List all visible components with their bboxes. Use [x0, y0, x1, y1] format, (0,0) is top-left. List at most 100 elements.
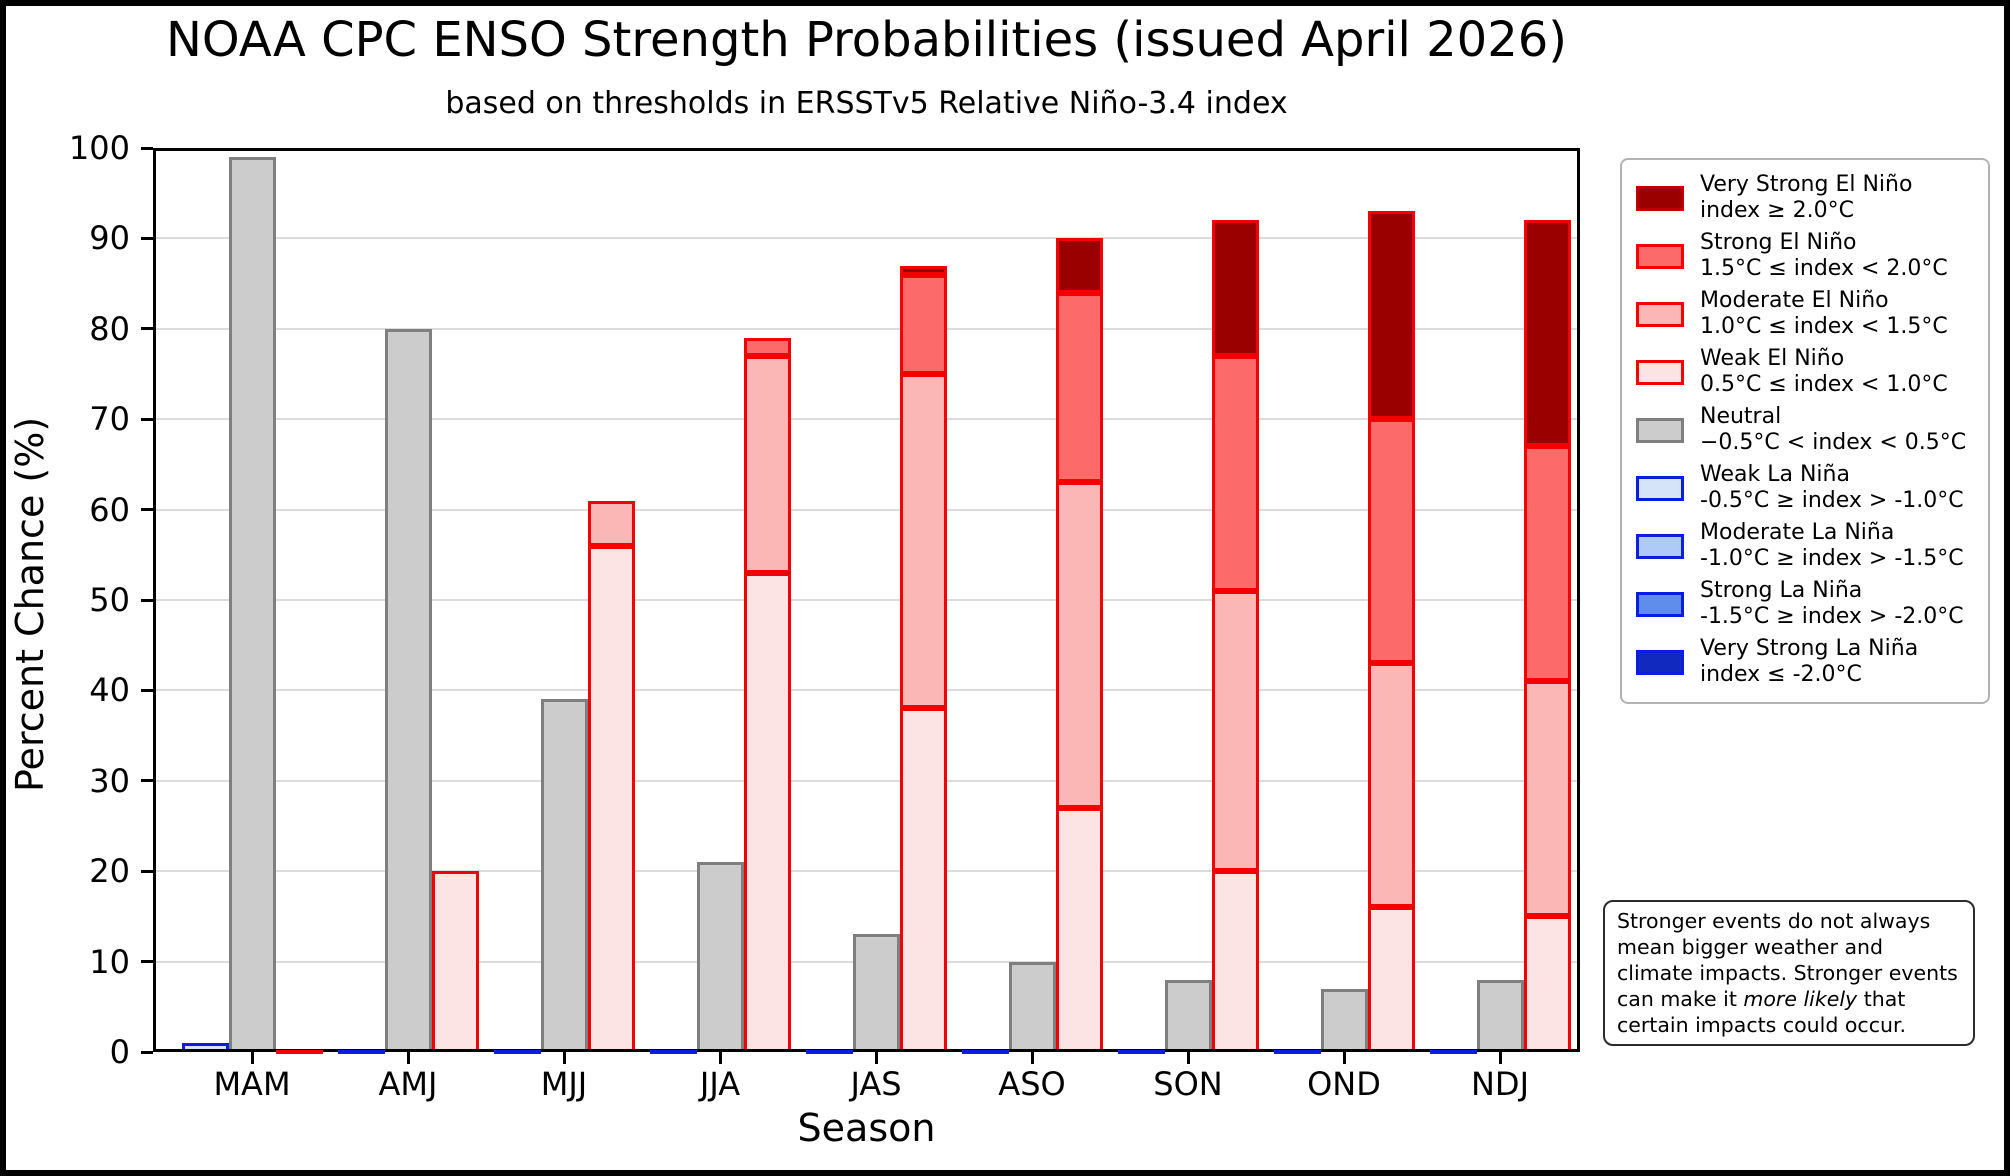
- x-tick: [1498, 1052, 1502, 1064]
- bar-neutral-mjj: [540, 699, 588, 1052]
- bar-weak-el-ni-o-son: [1211, 871, 1259, 1052]
- x-tick: [406, 1052, 410, 1064]
- y-tick-label: 90: [89, 219, 130, 258]
- y-tick: [141, 869, 153, 873]
- legend-swatch-moderate-la-ni-a: [1636, 533, 1684, 559]
- legend-item-weak-el-ni-o: Weak El Niño 0.5°C ≤ index < 1.0°C: [1636, 346, 1974, 398]
- y-gridline: [153, 418, 1580, 421]
- bar-neutral-ndj: [1476, 979, 1524, 1052]
- legend: Very Strong El Niño index ≥ 2.0°C Strong E…: [1620, 158, 1990, 704]
- legend-series-range: index ≥ 2.0°C: [1700, 198, 1854, 223]
- x-tick: [250, 1052, 254, 1064]
- bar-moderate-el-ni-o-aso: [1055, 482, 1103, 808]
- legend-item-strong-la-ni-a: Strong La Niña -1.5°C ≥ index > -2.0°C: [1636, 578, 1974, 630]
- x-tick-label: AMJ: [378, 1065, 438, 1103]
- legend-series-name: Weak La Niña: [1700, 462, 1850, 487]
- legend-series-name: Strong La Niña: [1700, 578, 1863, 603]
- legend-series-range: 0.5°C ≤ index < 1.0°C: [1700, 372, 1948, 397]
- bar-neutral-mam: [228, 157, 276, 1052]
- legend-swatch-weak-el-ni-o: [1636, 359, 1684, 385]
- legend-series-name: Moderate El Niño: [1700, 288, 1889, 313]
- note-text-italic: more likely: [1743, 987, 1858, 1011]
- y-tick: [141, 146, 153, 150]
- legend-label: Weak La Niña -0.5°C ≥ index > -1.0°C: [1700, 462, 1964, 514]
- y-tick: [141, 236, 153, 240]
- y-tick-label: 80: [89, 309, 130, 348]
- zero-bar-la-nina-jas: [805, 1050, 853, 1054]
- legend-item-weak-la-ni-a: Weak La Niña -0.5°C ≥ index > -1.0°C: [1636, 462, 1974, 514]
- legend-swatch-very-strong-la-ni-a: [1636, 649, 1684, 675]
- y-tick-label: 100: [68, 129, 130, 167]
- y-tick-label: 40: [89, 671, 130, 710]
- legend-label: Very Strong El Niño index ≥ 2.0°C: [1700, 172, 1912, 224]
- x-tick-label: NDJ: [1470, 1065, 1529, 1103]
- bar-neutral-jas: [852, 934, 900, 1052]
- x-tick-label: MAM: [213, 1065, 291, 1103]
- bar-moderate-el-ni-o-ndj: [1523, 681, 1571, 917]
- legend-swatch-very-strong-el-ni-o: [1636, 185, 1684, 211]
- note-text-end: that certain impacts could occur.: [1617, 987, 1907, 1037]
- x-tick: [874, 1052, 878, 1064]
- legend-item-moderate-la-ni-a: Moderate La Niña -1.0°C ≥ index > -1.5°C: [1636, 520, 1974, 572]
- bar-strong-el-ni-o-jja: [743, 337, 791, 356]
- bar-strong-el-ni-o-ond: [1367, 419, 1415, 664]
- legend-label: Moderate La Niña -1.0°C ≥ index > -1.5°C: [1700, 520, 1964, 572]
- legend-label: Neutral −0.5°C < index < 0.5°C: [1700, 404, 1966, 456]
- y-tick-label: 20: [89, 852, 130, 891]
- y-gridline: [153, 599, 1580, 601]
- legend-series-range: index ≤ -2.0°C: [1700, 662, 1862, 687]
- legend-item-very-strong-la-ni-a: Very Strong La Niña index ≤ -2.0°C: [1636, 636, 1974, 688]
- legend-series-range: -1.5°C ≥ index > -2.0°C: [1700, 604, 1964, 629]
- legend-label: Strong El Niño 1.5°C ≤ index < 2.0°C: [1700, 230, 1948, 282]
- legend-series-name: Very Strong La Niña: [1700, 636, 1919, 661]
- bar-neutral-jja: [696, 862, 744, 1052]
- legend-series-name: Moderate La Niña: [1700, 520, 1895, 545]
- y-tick-label: 0: [109, 1033, 130, 1071]
- legend-swatch-strong-la-ni-a: [1636, 591, 1684, 617]
- zero-bar-la-nina-mjj: [493, 1050, 541, 1054]
- bar-moderate-el-ni-o-jas: [899, 374, 947, 709]
- x-tick: [1186, 1052, 1190, 1064]
- legend-label: Weak El Niño 0.5°C ≤ index < 1.0°C: [1700, 346, 1948, 398]
- chart-title: NOAA CPC ENSO Strength Probabilities (is…: [165, 12, 1568, 68]
- y-gridline: [153, 237, 1580, 240]
- zero-bar-la-nina-aso: [961, 1050, 1009, 1054]
- legend-series-range: -0.5°C ≥ index > -1.0°C: [1700, 488, 1964, 513]
- y-tick: [141, 779, 153, 783]
- legend-swatch-weak-la-ni-a: [1636, 475, 1684, 501]
- bar-weak-el-ni-o-ond: [1367, 907, 1415, 1052]
- bar-very-strong-el-ni-o-son: [1211, 220, 1259, 356]
- y-gridline: [153, 689, 1580, 692]
- y-tick: [141, 598, 153, 602]
- legend-item-moderate-el-ni-o: Moderate El Niño 1.0°C ≤ index < 1.5°C: [1636, 288, 1974, 340]
- x-tick-label: OND: [1307, 1065, 1381, 1103]
- bar-weak-el-ni-o-jas: [899, 708, 947, 1052]
- legend-swatch-moderate-el-ni-o: [1636, 301, 1684, 327]
- bar-moderate-el-ni-o-jja: [743, 355, 791, 573]
- chart-subtitle: based on thresholds in ERSSTv5 Relative …: [445, 86, 1288, 121]
- y-gridline: [153, 870, 1580, 873]
- y-tick: [141, 327, 153, 331]
- zero-bar-la-nina-ndj: [1429, 1050, 1477, 1054]
- legend-swatch-neutral: [1636, 417, 1684, 443]
- y-gridline: [153, 508, 1580, 511]
- y-tick: [141, 960, 153, 964]
- x-tick-label: MJJ: [540, 1065, 588, 1103]
- bar-very-strong-el-ni-o-jas: [899, 265, 947, 275]
- y-tick-label: 60: [89, 490, 130, 529]
- bar-very-strong-el-ni-o-ndj: [1523, 220, 1571, 447]
- bar-strong-el-ni-o-son: [1211, 355, 1259, 591]
- note-box: Stronger events do not always mean bigge…: [1603, 900, 1975, 1046]
- bar-strong-el-ni-o-ndj: [1523, 446, 1571, 682]
- y-tick: [141, 688, 153, 692]
- x-axis-label: Season: [797, 1106, 936, 1150]
- y-tick: [141, 1050, 153, 1054]
- bar-strong-el-ni-o-aso: [1055, 292, 1103, 483]
- bar-moderate-el-ni-o-son: [1211, 590, 1259, 872]
- legend-series-name: Very Strong El Niño: [1700, 172, 1913, 197]
- legend-item-strong-el-ni-o: Strong El Niño 1.5°C ≤ index < 2.0°C: [1636, 230, 1974, 282]
- x-tick: [1030, 1052, 1034, 1064]
- legend-item-very-strong-el-ni-o: Very Strong El Niño index ≥ 2.0°C: [1636, 172, 1974, 224]
- bar-weak-el-ni-o-jja: [743, 572, 791, 1052]
